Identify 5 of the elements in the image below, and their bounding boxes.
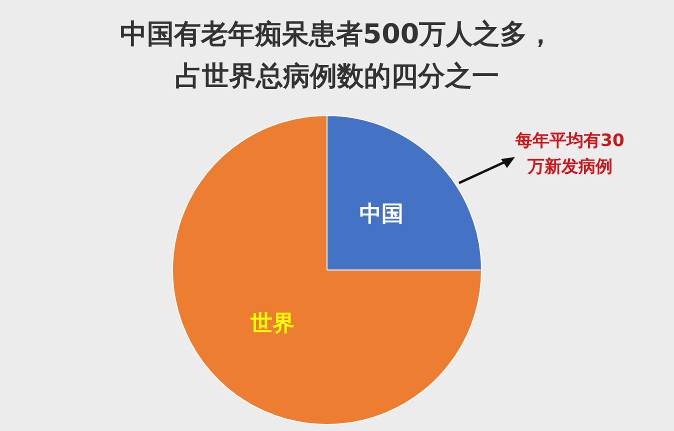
text: 每年平均有30万新发病例 — [515, 130, 625, 179]
slice-label: 世界 — [249, 311, 294, 336]
slice-label: 中国 — [360, 202, 404, 228]
chart-subtitle: 占世界总病例数的四分之一 — [174, 60, 500, 94]
chart-title: 中国有老年痴呆患者500万人之多， — [118, 18, 556, 52]
